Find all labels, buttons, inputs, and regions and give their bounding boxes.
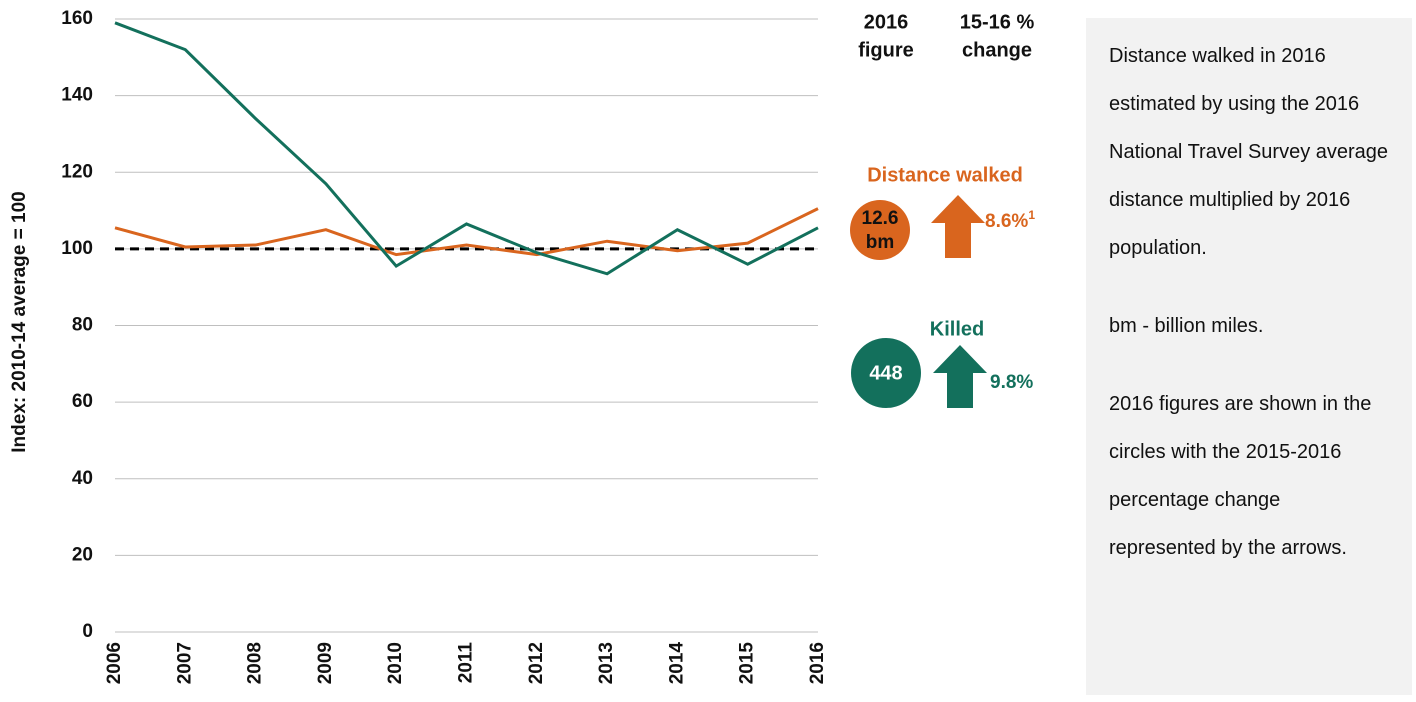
column-header: change xyxy=(962,39,1032,61)
change-label: 9.8% xyxy=(990,372,1033,393)
x-tick-label: 2009 xyxy=(315,642,336,684)
figure-label: 448 xyxy=(869,362,902,384)
chart: 0 20 40 60 80 100 120 140 160 Index: 2010-14 aver… xyxy=(9,8,1035,685)
x-tick-label: 2011 xyxy=(456,642,477,684)
column-header: 15-16 % xyxy=(960,11,1035,33)
figure-unit: bm xyxy=(866,232,895,253)
change-arrow xyxy=(933,345,987,408)
y-tick-label: 0 xyxy=(82,621,93,642)
note-paragraph: 2016 figures are shown in the circles wi… xyxy=(1109,393,1372,559)
note-paragraph: Distance walked in 2016 estimated by usi… xyxy=(1109,45,1389,259)
x-tick-label: 2013 xyxy=(596,642,617,684)
y-tick-label: 100 xyxy=(61,238,93,259)
x-tick-label: 2006 xyxy=(104,642,125,684)
y-tick-label: 60 xyxy=(72,391,93,412)
x-tick-label: 2012 xyxy=(526,642,547,684)
column-header: figure xyxy=(858,39,914,61)
change-label: 8.6%1 xyxy=(985,208,1035,232)
x-tick-label: 2014 xyxy=(666,642,687,685)
change-value: 9.8% xyxy=(990,372,1033,393)
figure-label: 12.6 xyxy=(862,208,899,229)
y-tick-label: 140 xyxy=(61,85,93,106)
x-tick-label: 2015 xyxy=(737,642,758,685)
change-value: 8.6% xyxy=(985,211,1028,232)
series-line xyxy=(114,21,819,276)
x-tick-label: 2010 xyxy=(385,642,406,684)
note-paragraph: bm - billion miles. xyxy=(1109,315,1264,337)
x-tick-label: 2016 xyxy=(807,642,828,684)
y-tick-label: 160 xyxy=(61,8,93,29)
y-tick-label: 120 xyxy=(61,161,93,182)
y-tick-label: 80 xyxy=(72,315,93,336)
y-tick-label: 40 xyxy=(72,468,93,489)
column-header: 2016 xyxy=(864,11,909,33)
series-line xyxy=(114,207,819,257)
y-tick-label: 20 xyxy=(72,544,93,565)
figure-circle xyxy=(850,200,910,260)
notes-panel: Distance walked in 2016 estimated by usi… xyxy=(1086,18,1412,695)
x-tick-label: 2008 xyxy=(245,642,266,684)
y-axis-label: Index: 2010-14 average = 100 xyxy=(9,191,30,452)
figure-circle xyxy=(851,338,921,408)
footnote-mark: 1 xyxy=(1028,208,1035,222)
indicator-name: Distance walked xyxy=(867,164,1023,186)
indicator-name: Killed xyxy=(930,318,984,340)
x-tick-label: 2007 xyxy=(174,642,195,684)
change-arrow xyxy=(931,195,985,258)
